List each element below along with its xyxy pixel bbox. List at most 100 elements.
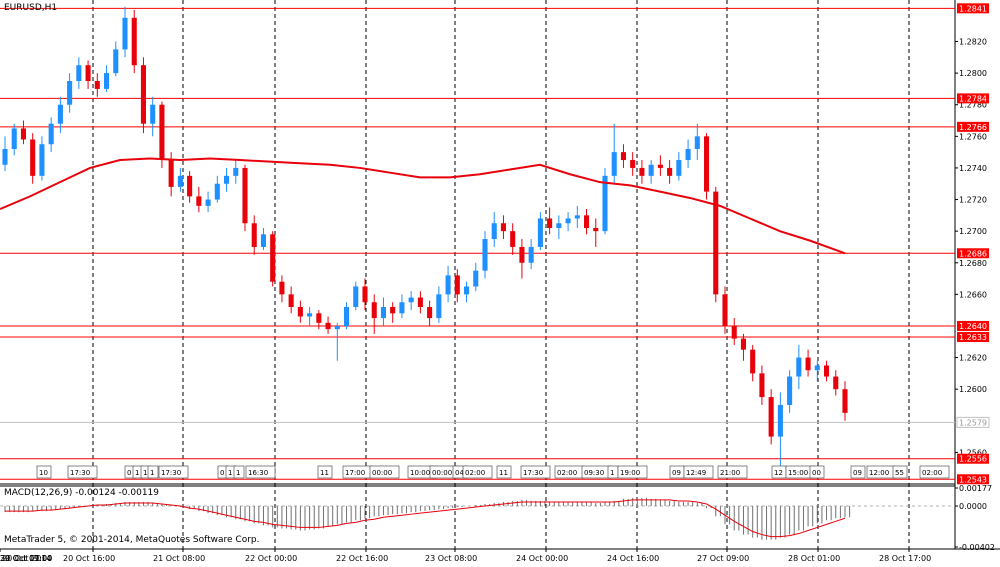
candle-body bbox=[233, 167, 239, 176]
event-marker bbox=[717, 465, 748, 479]
current-price-label: 1.2579 bbox=[959, 418, 987, 427]
price-tick-label: 1.2600 bbox=[959, 385, 987, 394]
macd-tick-label: -0.00402 bbox=[959, 543, 995, 552]
time-tick-label: 27 Oct 09:00 bbox=[697, 554, 749, 563]
event-marker-label: 00 bbox=[812, 469, 821, 477]
candle-body bbox=[39, 144, 45, 176]
candle-body bbox=[574, 215, 580, 219]
candle-body bbox=[362, 286, 368, 303]
candle-body bbox=[279, 281, 285, 295]
candle-body bbox=[565, 218, 571, 224]
candle-body bbox=[390, 307, 396, 314]
event-marker-label: 16:30 bbox=[248, 469, 268, 477]
candle-body bbox=[140, 65, 146, 124]
candle-body bbox=[417, 297, 423, 308]
candle-body bbox=[316, 313, 322, 323]
price-tick-label: 1.2740 bbox=[959, 164, 987, 173]
event-marker bbox=[158, 465, 189, 479]
event-marker-label: 17:30 bbox=[161, 469, 181, 477]
time-tick-label: 29 Oct 09:00 bbox=[0, 554, 52, 563]
macd-tick-label: 0.00177 bbox=[959, 484, 992, 493]
event-marker-label: 17:30 bbox=[523, 469, 543, 477]
candle-body bbox=[353, 286, 359, 308]
candle-body bbox=[408, 297, 414, 303]
event-marker-label: 1 bbox=[228, 469, 232, 477]
price-tick-label: 1.2800 bbox=[959, 69, 987, 78]
level-tag-label: 1.2633 bbox=[959, 333, 987, 342]
level-tag-label: 1.2686 bbox=[959, 249, 987, 258]
candle-body bbox=[399, 302, 405, 314]
candle-body bbox=[510, 231, 516, 247]
candle-body bbox=[694, 136, 700, 149]
candle-body bbox=[30, 139, 36, 176]
time-tick-label: 22 Oct 00:00 bbox=[245, 554, 297, 563]
candle-body bbox=[205, 199, 211, 206]
candle-body bbox=[796, 357, 802, 377]
candle-body bbox=[260, 234, 266, 247]
candle-body bbox=[288, 294, 294, 308]
candle-body bbox=[759, 373, 765, 398]
candle-body bbox=[57, 104, 63, 124]
level-tag bbox=[957, 332, 989, 343]
candle-body bbox=[620, 152, 626, 161]
candle-body bbox=[537, 218, 543, 247]
candle-body bbox=[94, 81, 100, 89]
level-tag bbox=[957, 93, 989, 104]
time-tick-label: 24 Oct 00:00 bbox=[516, 554, 568, 563]
macd-label: MACD(12,26,9) -0.00124 -0.00119 bbox=[4, 488, 160, 498]
time-tick-label: 22 Oct 16:00 bbox=[336, 554, 388, 563]
candle-body bbox=[445, 275, 451, 295]
candle-body bbox=[722, 294, 728, 326]
event-marker-label: 55 bbox=[895, 469, 904, 477]
price-tick-label: 1.2780 bbox=[959, 101, 987, 110]
candle-body bbox=[436, 294, 442, 319]
level-tag bbox=[957, 3, 989, 14]
event-marker-label: 1 bbox=[236, 469, 240, 477]
event-marker-label: 00:00 bbox=[372, 469, 392, 477]
event-marker bbox=[683, 465, 714, 479]
price-tick-label: 1.2820 bbox=[959, 38, 987, 47]
time-tick-label: 30 Oct 17:00 bbox=[0, 554, 52, 563]
candle-body bbox=[648, 164, 654, 176]
candle-body bbox=[150, 104, 156, 124]
candle-body bbox=[297, 307, 303, 317]
candle-body bbox=[131, 17, 137, 66]
candle-body bbox=[704, 136, 710, 192]
event-marker-label: 10:00 bbox=[410, 469, 430, 477]
event-marker bbox=[369, 465, 400, 479]
candle-body bbox=[242, 167, 248, 224]
event-marker-label: 12:00 bbox=[869, 469, 889, 477]
price-tick-label: 1.2660 bbox=[959, 290, 987, 299]
candle-body bbox=[307, 313, 313, 317]
event-marker-label: 11 bbox=[320, 469, 329, 477]
candle-body bbox=[344, 307, 350, 326]
candle-body bbox=[491, 223, 497, 240]
candle-body bbox=[325, 322, 331, 330]
candle-body bbox=[122, 17, 128, 50]
event-marker bbox=[147, 465, 159, 479]
event-marker-label: 0 bbox=[220, 469, 224, 477]
candle-body bbox=[676, 160, 682, 176]
event-marker-label: 10 bbox=[39, 469, 48, 477]
level-tag-label: 1.2841 bbox=[959, 4, 987, 13]
event-marker bbox=[892, 465, 908, 479]
candle-body bbox=[2, 148, 8, 165]
event-marker-label: 12:49 bbox=[686, 469, 706, 477]
event-marker-label: 02:00 bbox=[557, 469, 577, 477]
price-tick-label: 1.2720 bbox=[959, 196, 987, 205]
candle-body bbox=[602, 175, 608, 232]
level-tag-label: 1.2784 bbox=[959, 94, 987, 103]
event-marker-label: 09:30 bbox=[584, 469, 604, 477]
event-marker-label: 00:00 bbox=[432, 469, 452, 477]
candle-body bbox=[833, 376, 839, 390]
candle-body bbox=[187, 175, 193, 197]
symbol-label: EURUSD,H1 bbox=[4, 3, 58, 13]
level-tag bbox=[957, 248, 989, 259]
candle-body bbox=[168, 160, 174, 187]
candle-body bbox=[556, 223, 562, 228]
candle-body bbox=[814, 365, 820, 371]
time-tick-label: 20 Oct 16:00 bbox=[63, 554, 115, 563]
copyright-text: MetaTrader 5, © 2001-2014, MetaQuotes So… bbox=[4, 535, 260, 545]
candle-body bbox=[104, 73, 110, 89]
